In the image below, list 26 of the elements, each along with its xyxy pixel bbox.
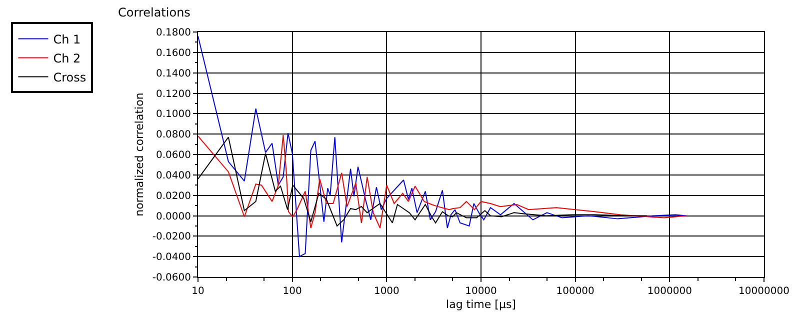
y-tick-label: -0.0200 — [152, 232, 191, 243]
x-axis-title: lag time [µs] — [446, 298, 516, 312]
legend-label: Cross — [53, 70, 86, 84]
x-tick-label: 10000 — [465, 286, 497, 297]
y-tick-label: 0.0400 — [156, 170, 191, 182]
x-tick-label: 10000000 — [738, 286, 790, 297]
x-tick-label: 100 — [282, 286, 302, 297]
y-axis-title: normalized correlation — [133, 92, 146, 216]
legend-label: Ch 2 — [53, 51, 81, 66]
y-tick-label: -0.0600 — [152, 272, 191, 284]
y-tick-label: 0.0200 — [156, 190, 191, 202]
x-tick-label: 1000 — [374, 286, 400, 297]
y-tick-label: 0.1800 — [156, 28, 191, 38]
y-tick-label: -0.0400 — [152, 252, 191, 264]
y-tick-label: 0.1000 — [156, 109, 191, 120]
x-tick-label: 1000000 — [647, 286, 692, 297]
chart-title: Correlations — [118, 5, 190, 20]
y-tick-label: 0.0000 — [156, 211, 191, 222]
y-tick-label: 0.0800 — [156, 130, 191, 141]
x-tick-label: 100000 — [556, 286, 594, 297]
x-tick-label: 10 — [192, 286, 204, 297]
y-tick-label: 0.1600 — [156, 48, 191, 59]
y-tick-label: 0.0600 — [156, 150, 191, 161]
y-tick-label: 0.1200 — [156, 88, 191, 100]
y-tick-label: 0.1400 — [156, 68, 191, 80]
legend-label: Ch 1 — [53, 32, 81, 46]
